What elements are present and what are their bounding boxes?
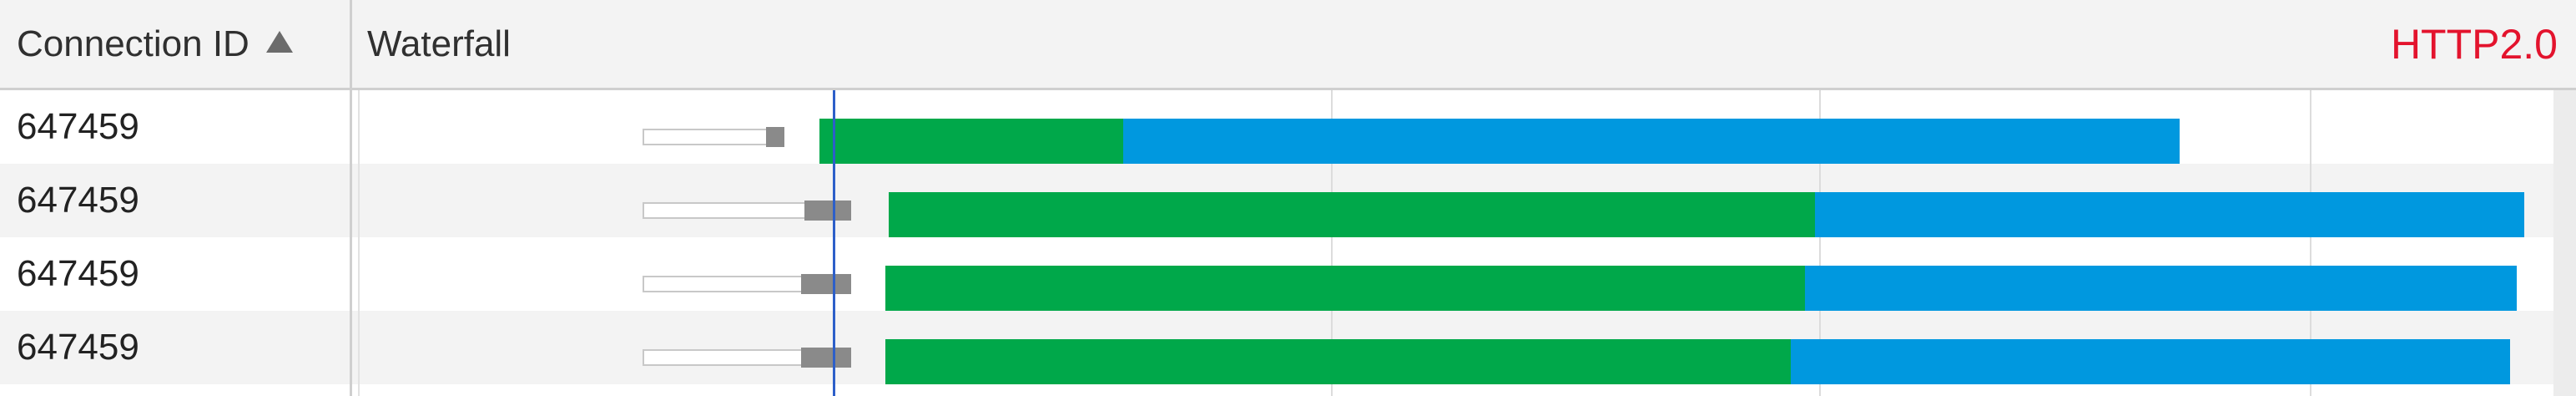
column-divider-secondary [358, 90, 360, 396]
column-divider[interactable] [350, 90, 352, 396]
stalled-bar [804, 201, 851, 221]
waterfall-gridline [1331, 90, 1333, 396]
content-download-bar[interactable] [1805, 266, 2517, 311]
queued-bar [643, 129, 768, 145]
connection-id-column-header[interactable]: Connection ID [0, 0, 352, 88]
content-download-bar[interactable] [1791, 339, 2510, 384]
waiting-ttfb-bar[interactable] [889, 192, 1815, 237]
waterfall-gridline [2310, 90, 2311, 396]
connection-id-cell: 647459 [17, 106, 139, 147]
table-row[interactable]: 647459 [0, 237, 2576, 311]
protocol-annotation: HTTP2.0 [2390, 20, 2558, 68]
stalled-bar [801, 348, 851, 368]
waiting-ttfb-bar[interactable] [885, 339, 1791, 384]
waterfall-column-header[interactable]: Waterfall [367, 0, 511, 88]
connection-id-cell: 647459 [17, 253, 139, 294]
waiting-ttfb-bar[interactable] [885, 266, 1805, 311]
waterfall-gridline [1819, 90, 1821, 396]
table-row[interactable]: 647459 [0, 90, 2576, 164]
stalled-bar [766, 127, 784, 147]
table-header: Connection ID Waterfall HTTP2.0 [0, 0, 2576, 90]
content-download-bar[interactable] [1815, 192, 2524, 237]
timing-marker-line [833, 90, 835, 396]
content-download-bar[interactable] [1123, 119, 2180, 164]
connection-id-cell: 647459 [17, 327, 139, 368]
connection-id-cell: 647459 [17, 180, 139, 221]
stalled-bar [801, 274, 851, 294]
scrollbar-track[interactable] [2553, 90, 2576, 396]
queued-bar [643, 202, 809, 219]
connection-id-header-label: Connection ID [17, 23, 250, 64]
sort-ascending-icon[interactable] [265, 30, 293, 53]
queued-bar [643, 276, 806, 292]
waiting-ttfb-bar[interactable] [819, 119, 1123, 164]
queued-bar [643, 349, 806, 366]
waterfall-header-label: Waterfall [367, 23, 511, 64]
